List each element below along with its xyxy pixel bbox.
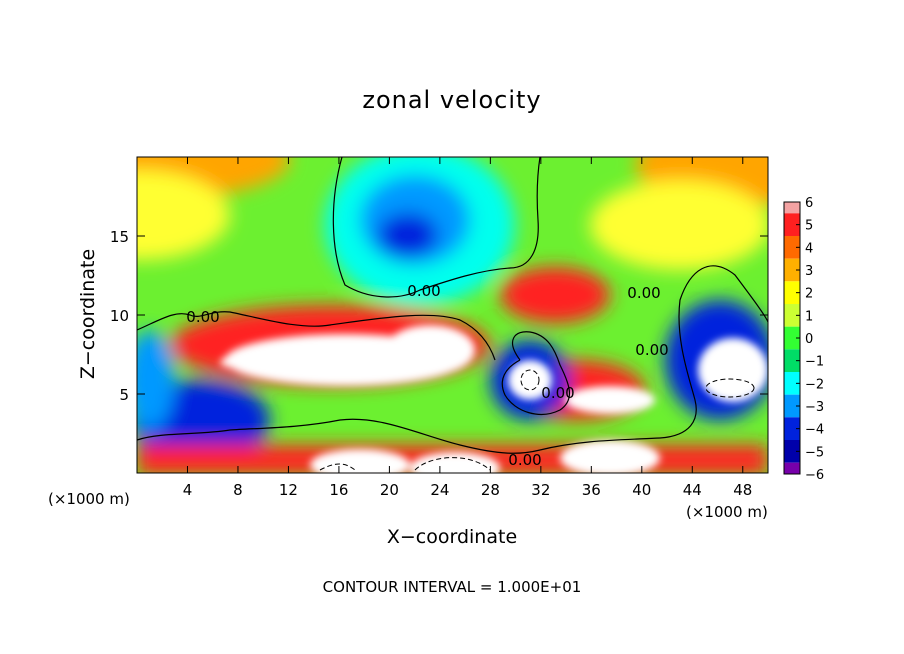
x-axis: 4 8 12 16 20 24 28 32 36 40 44 48 — [183, 157, 752, 499]
colorbar-tick-label: −3 — [805, 400, 824, 415]
contour-label: 0.00 — [186, 308, 219, 326]
x-tick-label: 28 — [481, 481, 500, 499]
colorbar-swatch — [784, 202, 800, 214]
colorbar-tick-label: 5 — [805, 219, 813, 234]
zero-contour-line — [137, 311, 496, 361]
colorbar-swatch — [784, 304, 800, 327]
y-axis: 5 10 15 — [110, 228, 768, 404]
negative-contour-line — [319, 463, 356, 471]
y-tick-label: 15 — [110, 228, 129, 246]
x-tick-label: 16 — [329, 481, 348, 499]
colorbar-tick-label: 2 — [805, 287, 813, 302]
contour-label: 0.00 — [407, 282, 440, 300]
zero-contour-line — [137, 265, 768, 454]
colorbar-swatch — [784, 213, 800, 236]
field-core-layer — [220, 325, 768, 473]
velocity-field: 0.00 0.00 0.00 0.00 0.00 0.00 — [137, 157, 768, 473]
contour-label: 0.00 — [508, 451, 541, 469]
x-tick-label: 32 — [531, 481, 550, 499]
contour-interval-note: CONTOUR INTERVAL = 1.000E+01 — [322, 578, 582, 596]
x-tick-label: 8 — [233, 481, 243, 499]
x-unit-right: (×1000 m) — [686, 503, 768, 521]
zero-contour-line — [332, 157, 541, 298]
negative-contour-line — [520, 369, 540, 391]
colorbar-swatch — [784, 462, 800, 474]
y-tick-label: 10 — [110, 307, 129, 325]
x-tick-label: 44 — [683, 481, 702, 499]
x-tick-label: 12 — [279, 481, 298, 499]
colorbar-swatch — [784, 394, 800, 418]
colorbar-swatch — [784, 417, 800, 440]
colorbar-tick-label: 0 — [805, 332, 813, 347]
colorbar: 6 5 4 3 2 1 0 −1 −2 −3 −4 −5 −6 — [783, 196, 824, 483]
x-unit-left: (×1000 m) — [48, 490, 130, 508]
colorbar-tick-label: −2 — [805, 377, 824, 392]
x-tick-label: 24 — [430, 481, 449, 499]
colorbar-swatch — [784, 281, 800, 304]
x-tick-label: 20 — [380, 481, 399, 499]
colorbar-swatch — [784, 258, 800, 282]
zero-contour-line — [501, 331, 570, 415]
colorbar-swatch — [784, 236, 800, 259]
negative-contours — [319, 369, 755, 471]
x-tick-label: 40 — [632, 481, 651, 499]
contour-label: 0.00 — [627, 284, 660, 302]
negative-contour-line — [705, 378, 755, 398]
y-tick-label: 5 — [119, 386, 129, 404]
colorbar-swatch — [784, 326, 800, 350]
colorbar-tick-label: −5 — [805, 445, 824, 460]
colorbar-tick-label: 6 — [805, 196, 813, 211]
x-tick-label: 4 — [183, 481, 193, 499]
x-tick-label: 36 — [582, 481, 601, 499]
colorbar-tick-label: −6 — [805, 468, 824, 483]
x-tick-label: 48 — [733, 481, 752, 499]
colorbar-tick-label: 4 — [805, 241, 813, 256]
colorbar-swatch — [784, 349, 800, 372]
y-axis-label: Z−coordinate — [77, 248, 99, 380]
zero-contours — [137, 157, 768, 454]
colorbar-swatch — [784, 440, 800, 463]
colorbar-tick-label: 3 — [805, 264, 813, 279]
negative-contour-line — [414, 457, 491, 471]
colorbar-swatch — [784, 372, 800, 395]
x-axis-label: X−coordinate — [0, 526, 904, 548]
colorbar-tick-label: −4 — [805, 423, 824, 438]
contour-label: 0.00 — [635, 341, 668, 359]
contour-label: 0.00 — [541, 384, 574, 402]
colorbar-tick-label: 1 — [805, 309, 813, 324]
chart-title: zonal velocity — [362, 86, 542, 114]
colorbar-tick-label: −1 — [805, 355, 824, 370]
x-axis-label-text: X−coordinate — [386, 526, 518, 548]
